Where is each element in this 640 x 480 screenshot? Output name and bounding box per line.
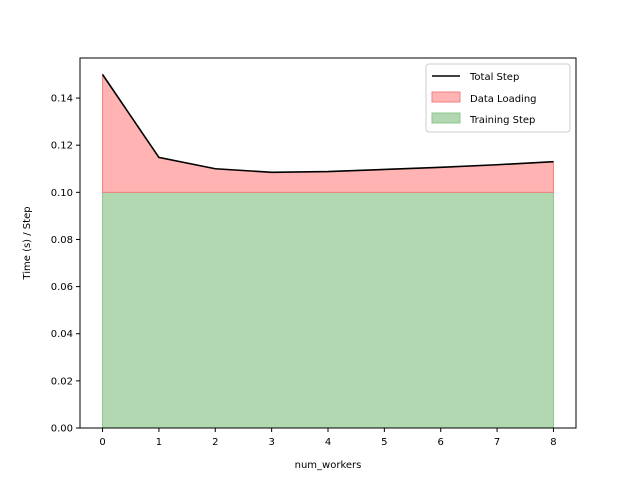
legend-swatch-training-step <box>431 112 461 124</box>
y-tick-label: 0.08 <box>51 235 73 246</box>
legend-label-total-step: Total Step <box>469 72 519 83</box>
y-tick-label: 0.06 <box>51 282 73 293</box>
x-tick-label: 6 <box>438 437 444 448</box>
legend-swatch-data-loading <box>431 91 461 103</box>
x-tick-label: 7 <box>494 437 500 448</box>
x-tick-label: 8 <box>550 437 556 448</box>
x-tick-label: 0 <box>99 437 105 448</box>
y-tick-label: 0.02 <box>51 376 73 387</box>
y-tick-label: 0.12 <box>51 141 73 152</box>
legend: Total Step Data Loading Training Step <box>425 63 571 133</box>
x-tick-label: 1 <box>156 437 162 448</box>
x-axis-label: num_workers <box>295 460 362 471</box>
y-tick-label: 0.10 <box>51 188 73 199</box>
total-step-line <box>101 74 554 174</box>
y-tick-label: 0.14 <box>51 94 73 105</box>
legend-label-data-loading: Data Loading <box>470 94 537 105</box>
x-tick-label: 2 <box>212 437 218 448</box>
y-axis-label: Time (s) / Step <box>22 206 33 280</box>
x-tick-label: 3 <box>268 437 274 448</box>
y-tick-label: 0.04 <box>51 329 73 340</box>
x-tick-label: 5 <box>381 437 387 448</box>
legend-label-training-step: Training Step <box>469 115 535 126</box>
y-tick-label: 0.00 <box>51 424 73 435</box>
x-tick-label: 4 <box>325 437 331 448</box>
legend-box <box>425 63 571 133</box>
training-step-area <box>102 191 554 429</box>
